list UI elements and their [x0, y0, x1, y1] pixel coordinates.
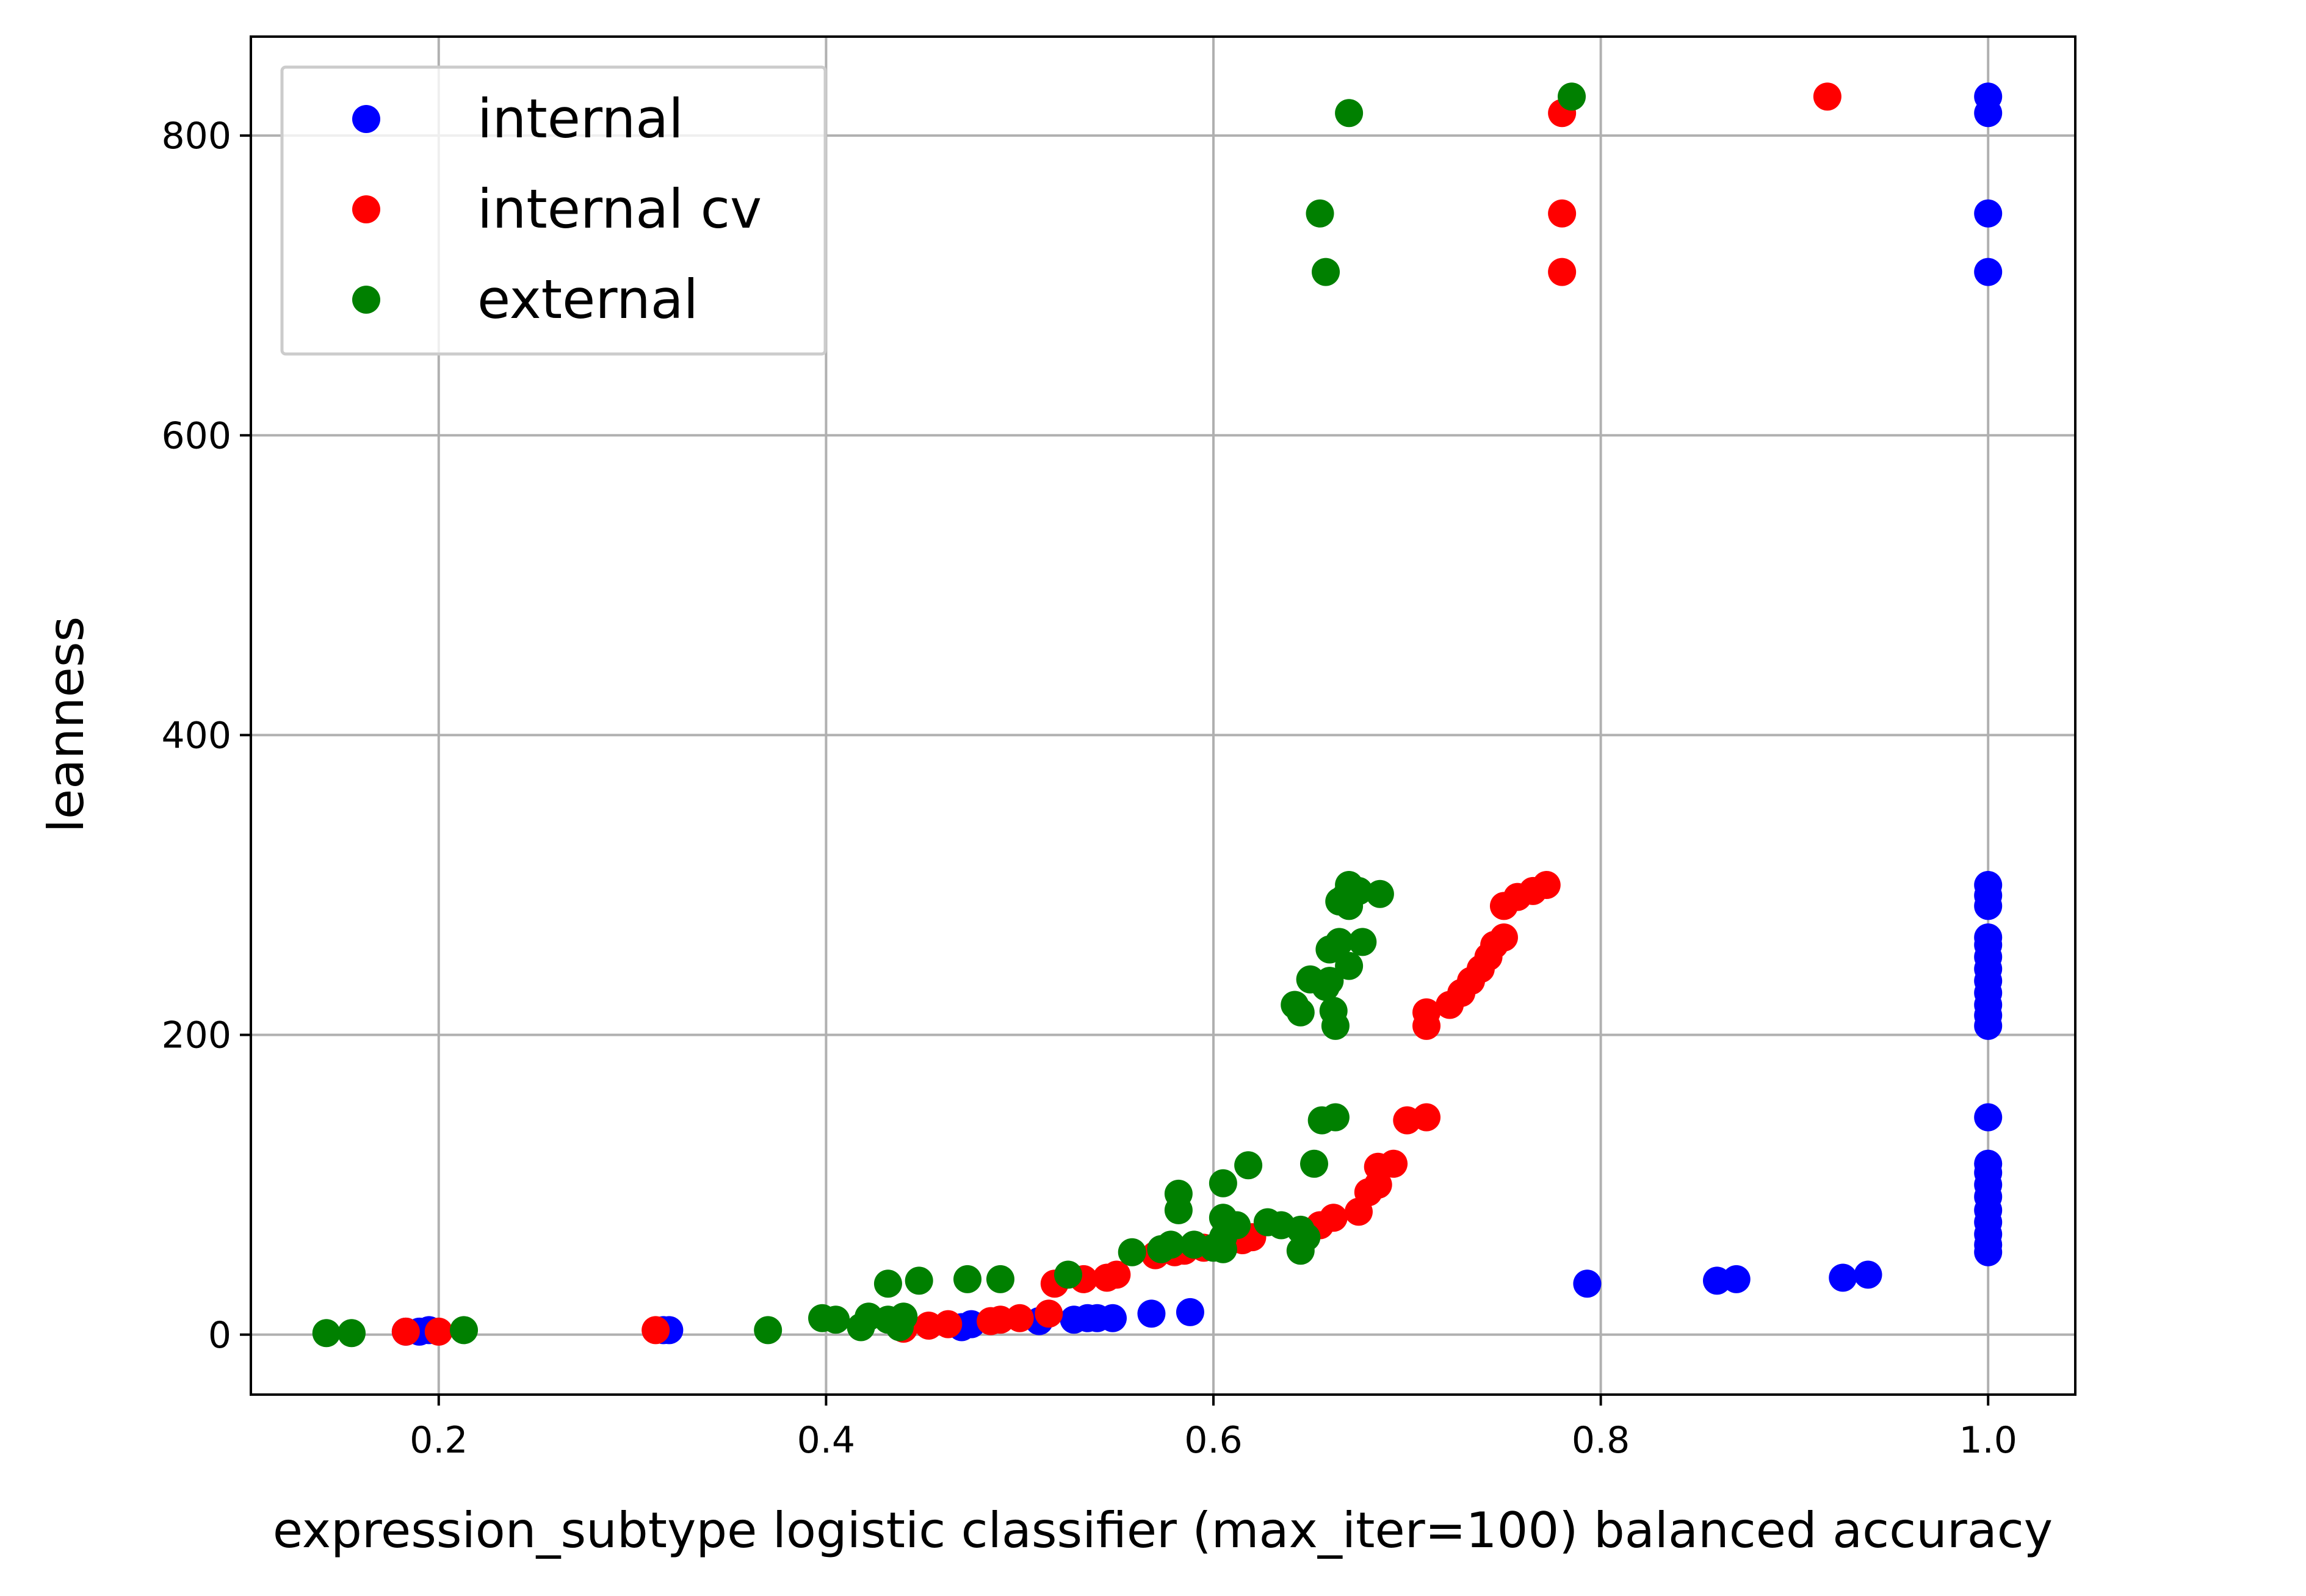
data-point: [822, 1305, 850, 1334]
data-point: [1974, 871, 2003, 900]
data-point: [1137, 1299, 1166, 1328]
data-point: [1548, 199, 1577, 228]
data-point: [642, 1316, 670, 1345]
data-point: [1321, 1011, 1350, 1040]
data-point: [889, 1302, 918, 1331]
data-point: [1974, 1103, 2003, 1132]
data-point: [1176, 1298, 1204, 1326]
data-point: [1209, 1169, 1237, 1197]
data-point: [1548, 258, 1577, 286]
data-point: [953, 1265, 982, 1293]
data-point: [312, 1319, 341, 1348]
data-point: [1412, 1103, 1441, 1132]
x-tick-label: 0.4: [797, 1419, 855, 1462]
data-point: [1558, 82, 1586, 111]
data-point: [1722, 1265, 1751, 1293]
x-axis-label: expression_subtype logistic classifier (…: [273, 1502, 2053, 1559]
x-tick-label: 0.8: [1572, 1419, 1630, 1462]
data-point: [1974, 82, 2003, 111]
plot-frame: [250, 35, 2076, 1396]
data-point: [424, 1317, 453, 1346]
data-point: [1974, 258, 2003, 286]
data-point: [1573, 1269, 1602, 1298]
data-point: [1813, 82, 1842, 111]
data-point: [1321, 1103, 1350, 1132]
data-point: [1234, 1151, 1263, 1180]
data-point: [1292, 1223, 1321, 1252]
data-point: [754, 1316, 783, 1345]
data-point: [1054, 1260, 1083, 1289]
series-external: [312, 82, 1586, 1348]
y-tick-label: 600: [161, 414, 231, 457]
x-tick-label: 0.2: [410, 1419, 468, 1462]
data-point: [1102, 1260, 1131, 1289]
data-point: [1412, 998, 1441, 1027]
data-point: [1312, 258, 1340, 286]
legend-label: external: [477, 268, 698, 331]
x-tick-label: 0.6: [1184, 1419, 1242, 1462]
data-point: [1365, 879, 1394, 908]
data-point: [1489, 923, 1518, 951]
data-point: [1974, 199, 2003, 228]
y-tick-label: 400: [161, 714, 231, 757]
data-points: [312, 82, 2003, 1348]
data-point: [1118, 1238, 1146, 1266]
data-point: [1532, 871, 1561, 900]
axis-ticks: 0.2 0.4 0.6 0.8 1.0 0 200 400 600 800: [161, 115, 2017, 1462]
data-point: [1306, 199, 1334, 228]
data-point: [1099, 1304, 1127, 1332]
y-tick-label: 0: [208, 1314, 231, 1357]
data-point: [986, 1265, 1014, 1293]
data-point: [1223, 1211, 1251, 1240]
data-point: [873, 1269, 902, 1298]
data-point: [1974, 1149, 2003, 1178]
data-point: [1335, 951, 1364, 980]
data-point: [1348, 928, 1377, 956]
legend-marker: [352, 195, 380, 223]
grid-lines: [251, 37, 2075, 1395]
data-point: [1325, 928, 1354, 956]
data-point: [1035, 1299, 1063, 1328]
data-point: [1379, 1149, 1408, 1178]
data-point: [1854, 1260, 1882, 1289]
data-point: [1829, 1263, 1857, 1292]
data-point: [1319, 1204, 1348, 1232]
legend: internal internal cv external: [280, 65, 827, 356]
data-point: [1157, 1230, 1185, 1259]
data-point: [450, 1316, 479, 1345]
data-point: [337, 1319, 366, 1348]
legend-marker: [352, 105, 380, 133]
x-tick-label: 1.0: [1959, 1419, 2017, 1462]
data-point: [905, 1266, 933, 1295]
y-axis-label: leanness: [38, 616, 95, 832]
y-tick-label: 800: [161, 115, 231, 157]
data-point: [1974, 923, 2003, 951]
legend-marker: [352, 286, 380, 314]
data-point: [1299, 1149, 1328, 1178]
data-point: [1315, 967, 1344, 995]
legend-label: internal: [477, 87, 684, 150]
data-point: [1005, 1304, 1034, 1332]
y-tick-label: 200: [161, 1014, 231, 1057]
legend-box: [280, 65, 827, 356]
data-point: [391, 1317, 420, 1346]
data-point: [934, 1310, 963, 1338]
data-point: [1344, 876, 1373, 905]
data-point: [1286, 998, 1315, 1027]
data-point: [1164, 1179, 1193, 1208]
legend-label: internal cv: [477, 178, 762, 240]
data-point: [1335, 99, 1364, 128]
